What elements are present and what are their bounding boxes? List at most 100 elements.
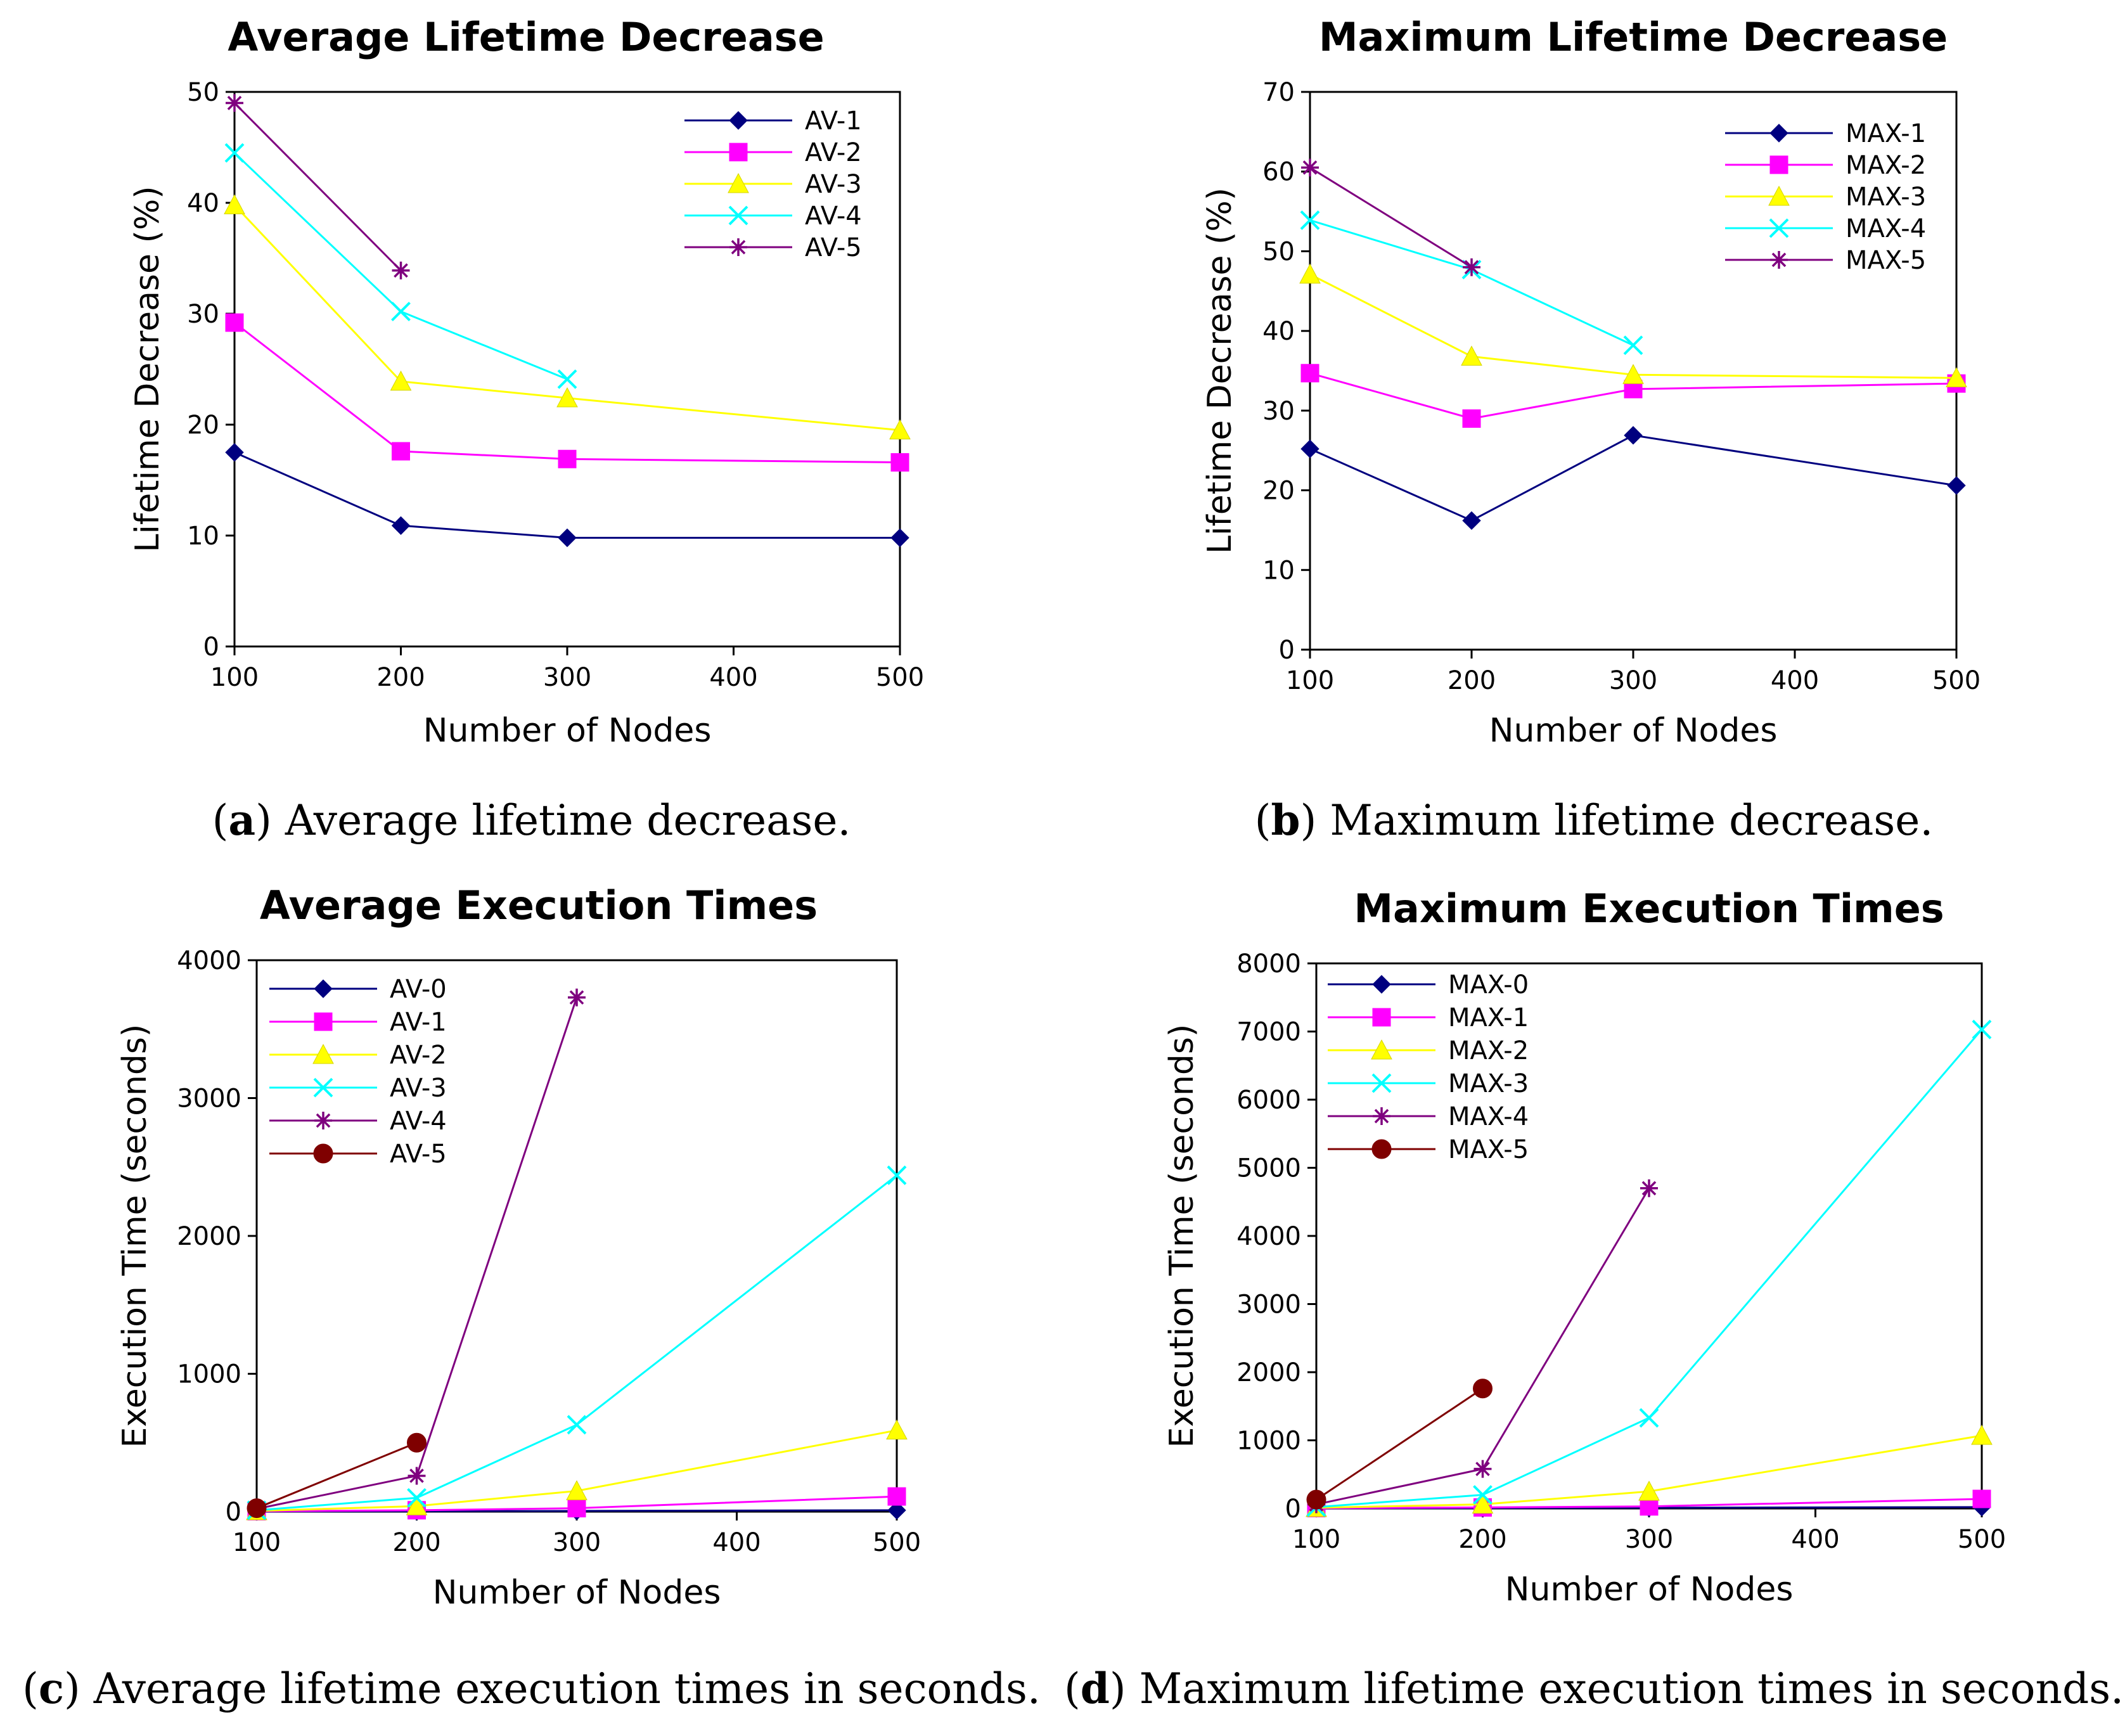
- data-point: [1300, 210, 1320, 230]
- y-tick-label: 0: [1285, 1495, 1301, 1524]
- panel-b: Maximum Lifetime Decrease 100 200 300 400 500…: [1063, 0, 2125, 862]
- data-point: [407, 1432, 427, 1453]
- legend-label: AV-0: [390, 975, 447, 1004]
- chart-title: Average Lifetime Decrease: [228, 14, 824, 60]
- legend-marker: [312, 1043, 334, 1064]
- y-tick-label: 0: [226, 1498, 241, 1527]
- series-line: [1309, 273, 1957, 379]
- legend-label: MAX-4: [1448, 1102, 1529, 1131]
- data-point: [1462, 511, 1481, 530]
- legend-entry: AV-2: [269, 1041, 447, 1070]
- legend-marker: [729, 143, 748, 162]
- caption-b: (b) Maximum lifetime decrease.: [1254, 795, 1934, 845]
- legend-marker: [1372, 975, 1391, 994]
- series-line: [256, 1441, 418, 1509]
- legend-marker: [313, 1143, 333, 1164]
- data-point: [1299, 263, 1321, 284]
- legend-marker: [729, 111, 748, 130]
- legend-marker: [1371, 1073, 1392, 1093]
- panel-c: Average Execution Times 100 200 300 400 500 0 1…: [0, 868, 1063, 1736]
- panel-d: Maximum Execution Times 100 200 300 400 500 0 1…: [1063, 868, 2125, 1736]
- y-tick-label: 50: [187, 78, 219, 107]
- legend-entry: MAX-5: [1725, 246, 1926, 275]
- data-point: [1473, 1460, 1492, 1478]
- legend-marker: [728, 172, 749, 193]
- y-axis-label: Execution Time (seconds): [116, 1024, 154, 1448]
- data-point: [567, 1415, 587, 1435]
- data-point: [887, 1501, 906, 1520]
- legend-marker: [1769, 218, 1789, 238]
- x-tick-label: 300: [1609, 666, 1657, 695]
- legend-entry: MAX-3: [1328, 1069, 1529, 1098]
- x-tick-label: 300: [553, 1528, 601, 1557]
- data-point: [1971, 1424, 1993, 1445]
- data-point: [1462, 409, 1481, 428]
- y-tick-label: 60: [1262, 158, 1295, 187]
- legend-entry: AV-1: [684, 106, 862, 136]
- legend-label: MAX-3: [1448, 1069, 1529, 1098]
- legend-label: AV-2: [390, 1041, 447, 1070]
- x-tick-label: 100: [210, 663, 259, 692]
- legend-label: AV-5: [390, 1140, 447, 1169]
- data-point: [1473, 1379, 1493, 1399]
- series-line: [1309, 372, 1957, 420]
- legend-entry: MAX-1: [1725, 119, 1926, 148]
- series-AV-4: [224, 143, 577, 389]
- legend-label: MAX-5: [1846, 246, 1926, 275]
- legend-label: AV-2: [805, 138, 862, 167]
- panel-a: Average Lifetime Decrease 100 200 300 400 500…: [0, 0, 1063, 862]
- data-point: [1306, 1489, 1326, 1510]
- legend-entry: MAX-1: [1328, 1003, 1529, 1032]
- data-point: [1972, 1019, 1992, 1039]
- legend-marker: [1371, 1039, 1392, 1060]
- data-point: [1473, 1485, 1493, 1505]
- series-line: [1309, 219, 1634, 347]
- chart-c: Average Execution Times 100 200 300 400 500 0 1…: [116, 882, 921, 1612]
- legend-entry: AV-4: [684, 202, 862, 231]
- data-point: [1947, 476, 1966, 495]
- legend-label: MAX-4: [1846, 214, 1926, 243]
- y-tick-label: 10: [187, 522, 219, 551]
- legend-marker: [729, 238, 747, 256]
- y-tick-label: 70: [1262, 78, 1295, 107]
- x-tick-label: 200: [1448, 666, 1496, 695]
- series-AV-5: [226, 94, 410, 280]
- data-point: [224, 194, 245, 214]
- x-tick-label: 300: [543, 663, 591, 692]
- data-point: [1640, 1179, 1658, 1197]
- y-tick-label: 3000: [1236, 1290, 1301, 1320]
- data-point: [1624, 426, 1643, 445]
- chart-title: Maximum Execution Times: [1354, 885, 1944, 932]
- series-line: [1309, 167, 1472, 268]
- x-tick-label: 200: [1458, 1525, 1506, 1554]
- data-point: [566, 1480, 587, 1500]
- y-tick-label: 1000: [177, 1360, 241, 1389]
- legend-label: AV-4: [390, 1107, 447, 1136]
- legend-marker: [314, 1112, 332, 1129]
- data-point: [1301, 158, 1319, 177]
- data-point: [1300, 364, 1319, 383]
- y-tick-label: 2000: [177, 1222, 241, 1251]
- x-tick-label: 100: [1292, 1525, 1340, 1554]
- data-point: [247, 1498, 267, 1519]
- legend-label: AV-5: [805, 233, 862, 262]
- x-axis-label: Number of Nodes: [433, 1574, 721, 1612]
- data-point: [1300, 439, 1319, 458]
- series-line: [1316, 1187, 1650, 1506]
- data-point: [407, 1488, 427, 1508]
- series-line: [1309, 434, 1957, 522]
- data-point: [224, 143, 245, 163]
- y-tick-label: 2000: [1236, 1358, 1301, 1387]
- x-tick-label: 200: [376, 663, 425, 692]
- y-tick-label: 7000: [1236, 1018, 1301, 1047]
- legend-label: MAX-3: [1846, 183, 1926, 212]
- y-tick-label: 20: [1262, 477, 1295, 506]
- plot-frame: [1315, 962, 1983, 1510]
- y-axis-label: Lifetime Decrease (%): [1201, 188, 1239, 554]
- data-point: [391, 516, 411, 535]
- data-point: [889, 419, 911, 440]
- y-tick-label: 20: [187, 411, 219, 440]
- data-point: [890, 528, 909, 548]
- legend-marker: [1769, 124, 1788, 143]
